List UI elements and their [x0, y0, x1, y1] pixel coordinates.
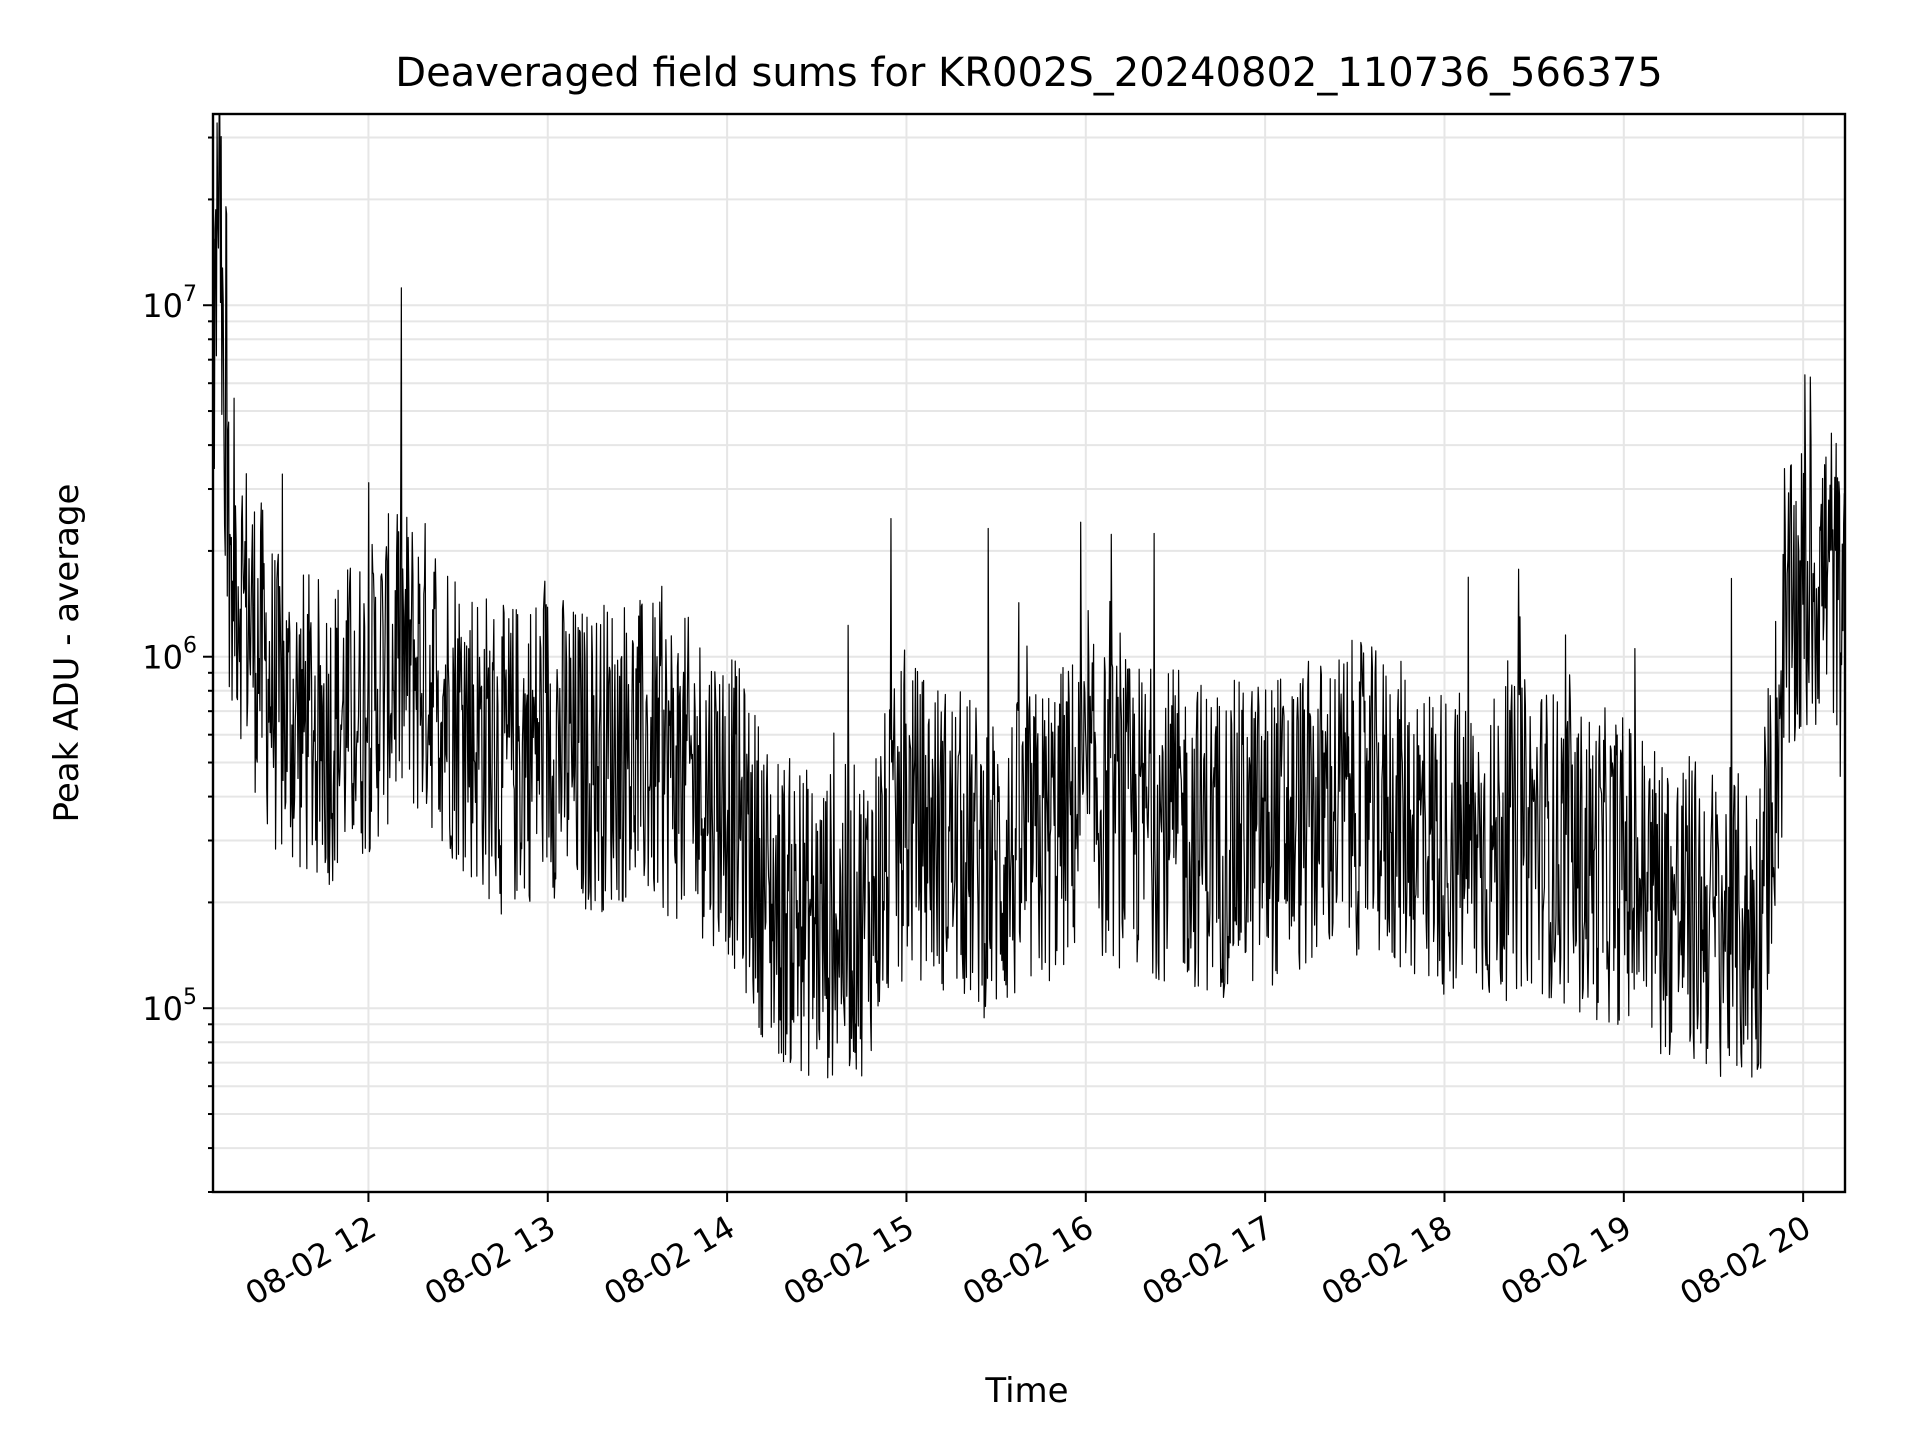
series-line	[212, 113, 1846, 1079]
y-tick-base: 10	[142, 990, 183, 1028]
x-tick-label: 08-02 15	[777, 1208, 921, 1313]
y-tick-label: 105	[142, 985, 197, 1028]
x-tick-label: 08-02 13	[418, 1208, 562, 1313]
y-tick-label: 107	[142, 282, 197, 325]
y-tick-base: 10	[142, 287, 183, 325]
y-tick-exponent: 7	[183, 282, 197, 307]
x-tick-label: 08-02 16	[956, 1208, 1100, 1313]
x-tick-label: 08-02 18	[1315, 1208, 1459, 1313]
y-tick-base: 10	[142, 639, 183, 677]
x-axis-label: Time	[984, 1371, 1068, 1411]
y-tick-exponent: 6	[183, 634, 197, 659]
plot-frame	[211, 112, 1847, 1194]
x-tick-label: 08-02 19	[1494, 1208, 1638, 1313]
y-tick-exponent: 5	[183, 985, 197, 1010]
y-axis-label: Peak ADU - average	[47, 484, 87, 823]
x-tick-label: 08-02 12	[239, 1208, 383, 1313]
x-tick-label: 08-02 17	[1136, 1208, 1280, 1313]
x-tick-label: 08-02 14	[598, 1208, 742, 1313]
y-tick-label: 106	[142, 634, 197, 677]
chart-title: Deaveraged field sums for KR002S_2024080…	[395, 50, 1662, 96]
x-tick-label: 08-02 20	[1674, 1208, 1818, 1313]
